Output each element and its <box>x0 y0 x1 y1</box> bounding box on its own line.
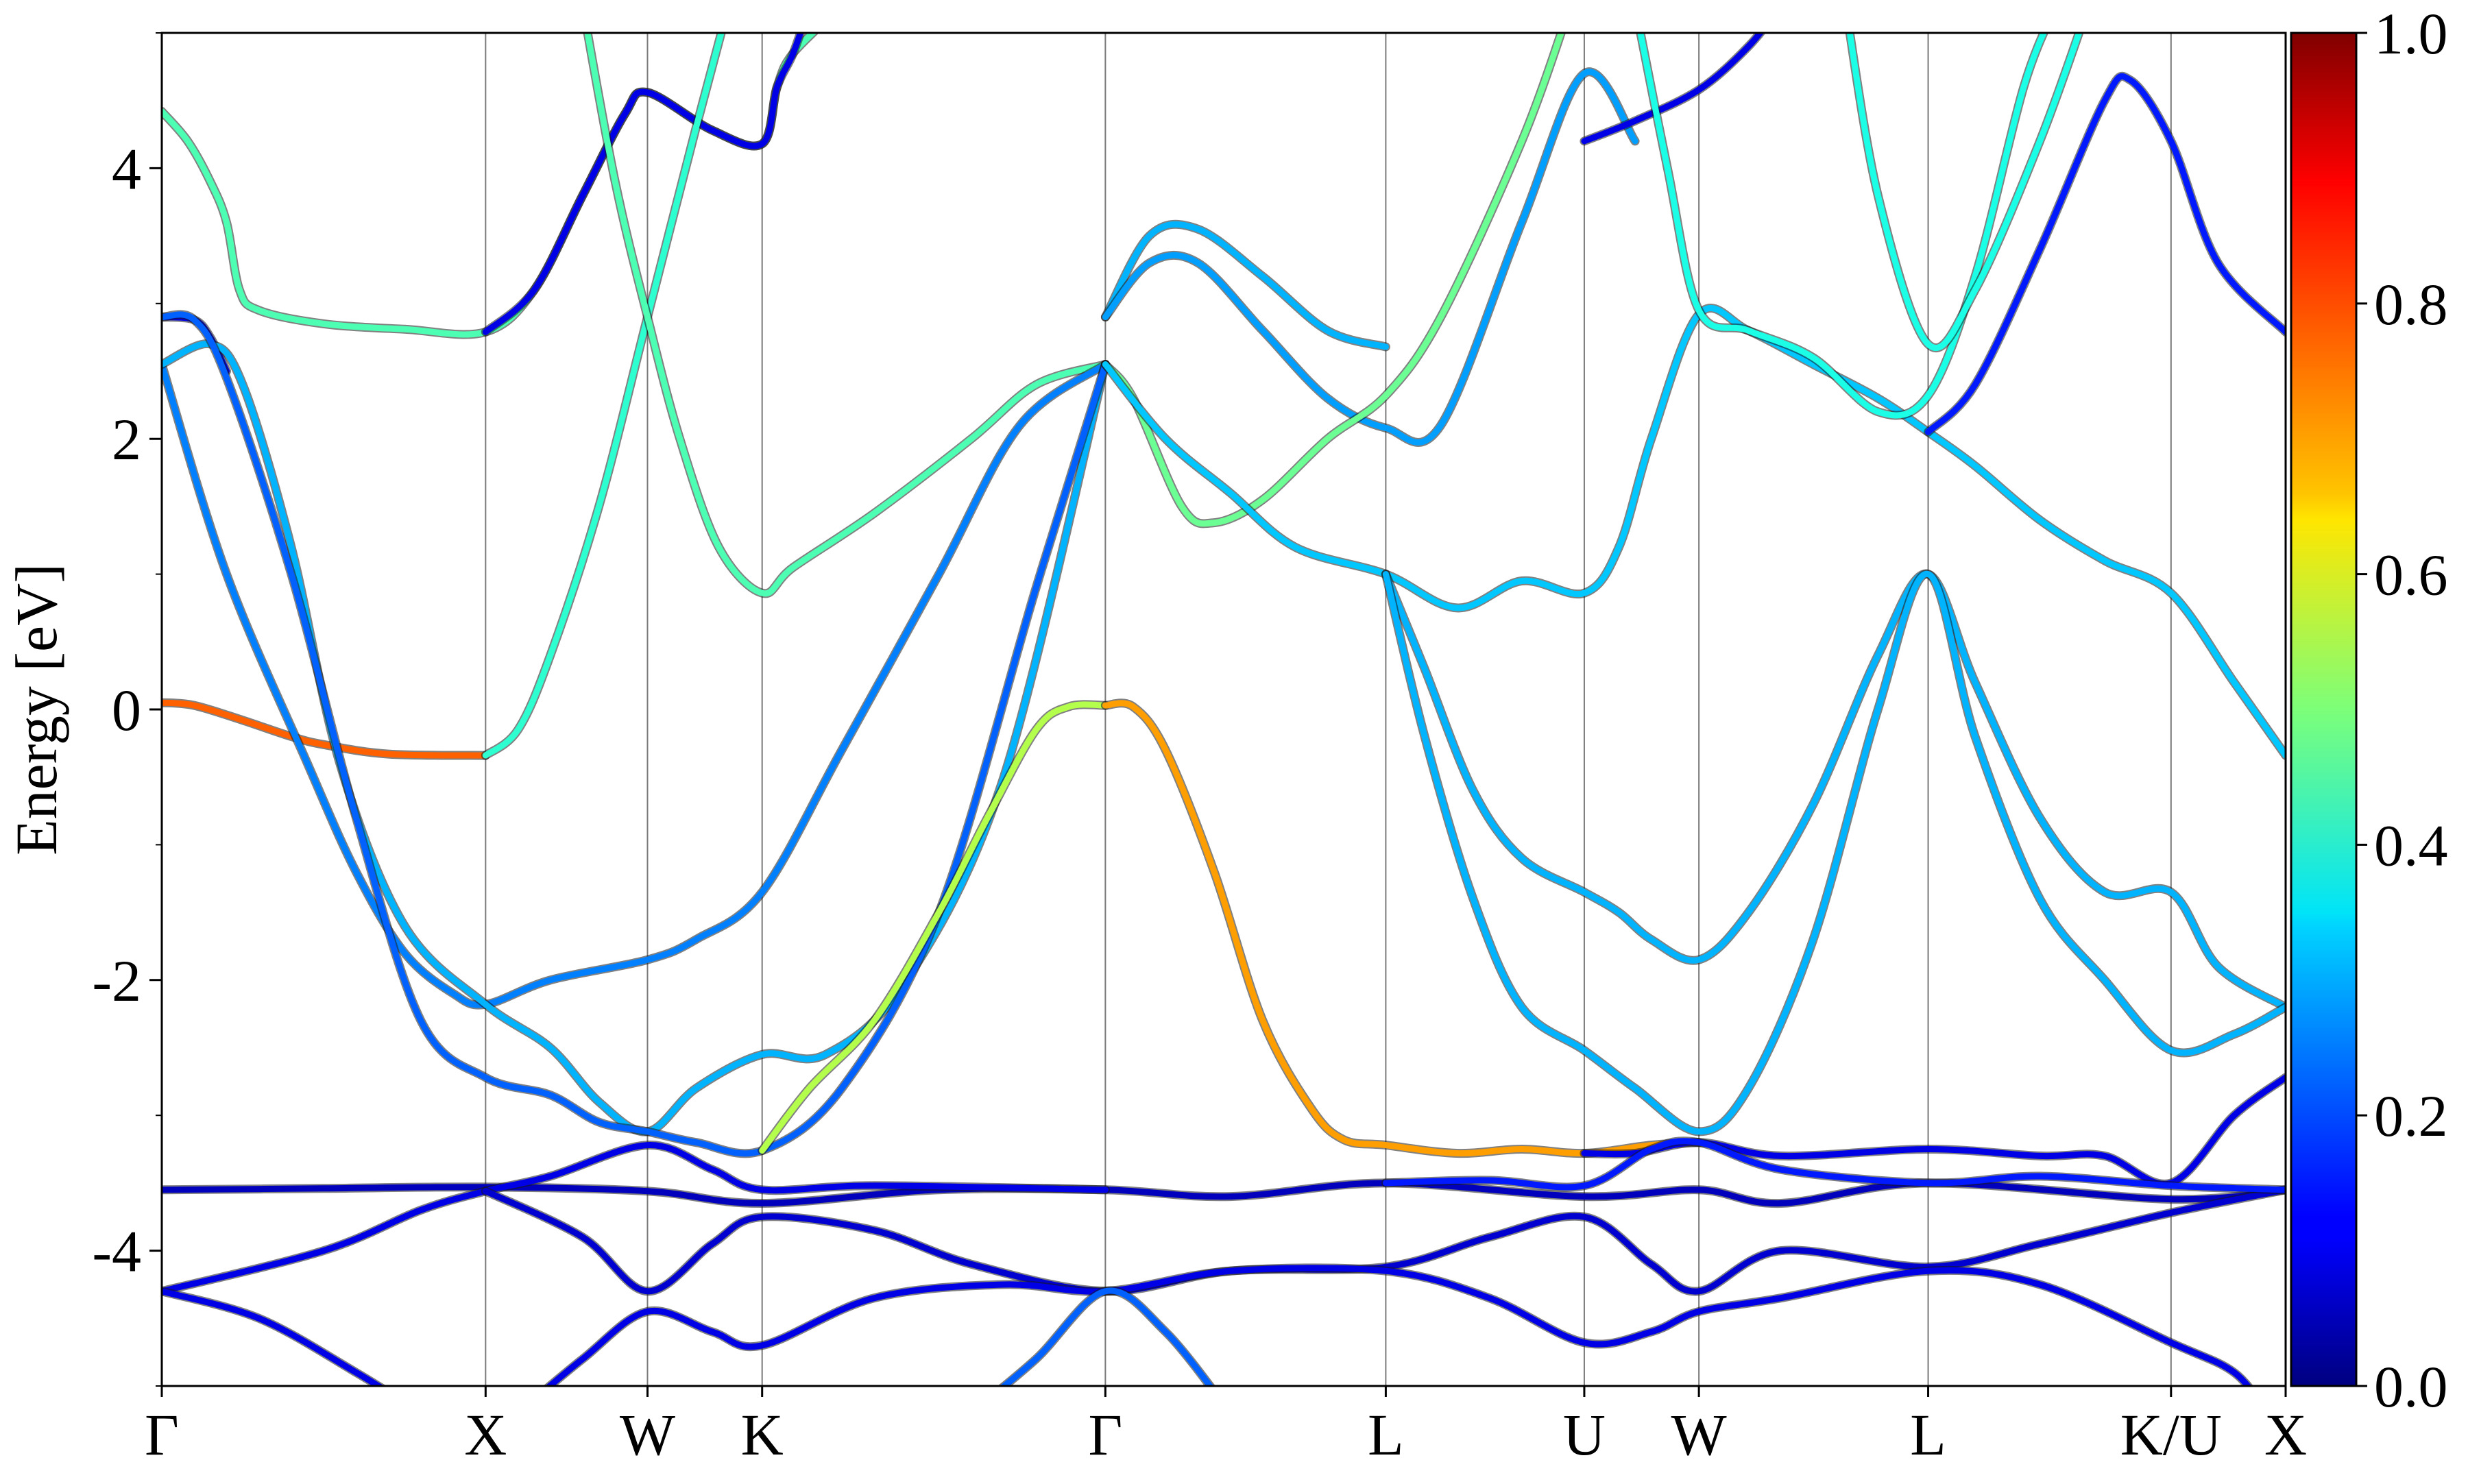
band-line <box>162 341 1109 1135</box>
band-line <box>1000 1287 1214 1386</box>
y-tick-label: 0 <box>112 677 141 743</box>
band-outline <box>162 33 819 339</box>
colorbar-tick-label: 0.4 <box>2374 812 2448 878</box>
x-tick-label: Γ <box>1089 1402 1123 1468</box>
band-line <box>545 1265 2252 1386</box>
x-tick-label: K <box>741 1402 784 1468</box>
band-line <box>1382 571 2286 1135</box>
band-line <box>1925 73 2286 435</box>
band-outline <box>1100 304 2286 760</box>
band-outline <box>1100 698 1704 1158</box>
x-tick-label: X <box>464 1402 507 1468</box>
colorbar-tick-label: 0.8 <box>2374 271 2448 337</box>
y-axis-label: Energy [eV] <box>3 563 69 855</box>
x-tick-label: K/U <box>2120 1402 2222 1468</box>
band-line <box>482 33 725 759</box>
band-line <box>162 311 1109 1157</box>
x-axis-ticks: Γ X W K Γ L U W L K/U X <box>145 1386 2307 1468</box>
y-tick-label: -2 <box>92 948 141 1014</box>
x-tick-label: W <box>1671 1402 1727 1468</box>
band-line <box>1637 33 2047 419</box>
band-outline <box>162 360 1110 1010</box>
colorbar-tick-label: 0.0 <box>2374 1354 2448 1420</box>
band-line <box>584 33 1109 597</box>
x-tick-label: W <box>620 1402 675 1468</box>
band-line <box>759 701 1109 1154</box>
band-line <box>162 1180 2286 1207</box>
x-tick-label: U <box>1563 1402 1606 1468</box>
colorbar-gradient <box>2290 32 2358 1387</box>
band-line <box>162 361 1109 1008</box>
bands <box>162 33 2286 1386</box>
band-line <box>482 33 804 335</box>
y-tick-label: -4 <box>92 1219 141 1285</box>
x-tick-label: X <box>2264 1402 2307 1468</box>
band-line <box>1102 700 1702 1157</box>
colorbar-tick-label: 0.2 <box>2374 1083 2448 1149</box>
band-outline <box>997 1286 1216 1386</box>
y-tick-label: 2 <box>112 406 141 472</box>
colorbar-tick-label: 0.6 <box>2374 542 2448 608</box>
band-outline <box>162 1141 1110 1296</box>
band-outline <box>1580 33 1767 146</box>
band-line <box>162 1142 1109 1295</box>
band-line <box>1102 221 1389 350</box>
band-line <box>1581 33 1765 145</box>
band-line <box>1102 33 1564 527</box>
band-line <box>1382 1138 2286 1193</box>
colorbar-tick-label: 1.0 <box>2374 1 2448 66</box>
band-line <box>1846 33 2083 351</box>
y-axis-ticks: -4 -2 0 2 4 <box>92 32 162 1387</box>
x-tick-label: L <box>1910 1402 1946 1468</box>
y-tick-label: 4 <box>112 136 141 202</box>
band-line <box>162 1288 385 1386</box>
x-tick-label: Γ <box>145 1402 179 1468</box>
band-line <box>162 33 818 338</box>
colorbar: 0.0 0.2 0.4 0.6 0.8 1.0 <box>2290 1 2448 1420</box>
band-line <box>1102 305 2286 759</box>
high-symmetry-lines <box>485 33 2172 1386</box>
x-tick-label: L <box>1368 1402 1404 1468</box>
band-line <box>1382 570 2286 1010</box>
band-outline <box>1845 33 2084 352</box>
band-line <box>1102 69 1638 446</box>
band-outline <box>1381 569 2286 1012</box>
colorbar-ticks: 0.0 0.2 0.4 0.6 0.8 1.0 <box>2356 1 2448 1420</box>
band-outline <box>162 1287 387 1386</box>
